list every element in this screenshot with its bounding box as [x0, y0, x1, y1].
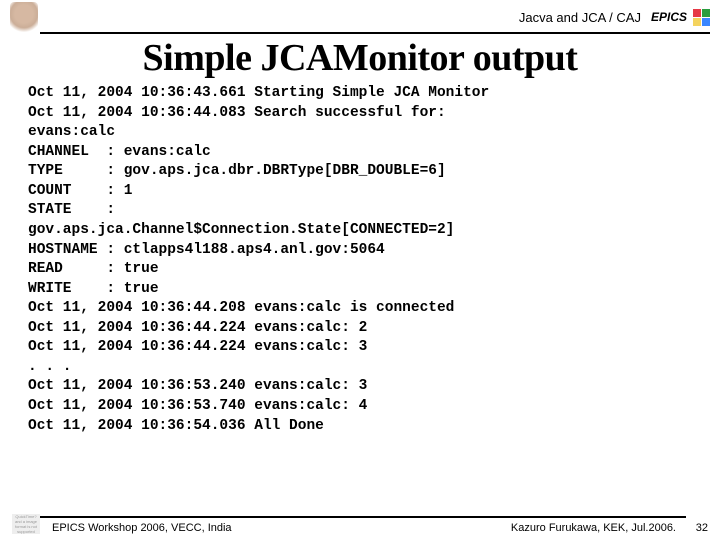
color-block — [693, 9, 701, 17]
footer-credit: Kazuro Furukawa, KEK, Jul.2006. — [511, 522, 684, 534]
color-block — [693, 18, 701, 26]
breadcrumb: Jacva and JCA / CAJ — [40, 10, 651, 25]
header-emblem — [10, 2, 40, 32]
header-rule — [40, 32, 710, 34]
code-output: Oct 11, 2004 10:36:43.661 Starting Simpl… — [0, 84, 720, 436]
color-block — [702, 9, 710, 17]
header-right: EPICS — [651, 9, 710, 26]
slide-footer: QuickTime? and a image format is not sup… — [0, 514, 720, 534]
footer-page-number: 32 — [684, 522, 708, 534]
epics-label: EPICS — [651, 10, 687, 24]
color-blocks-icon — [693, 9, 710, 26]
color-block — [702, 18, 710, 26]
footer-venue: EPICS Workshop 2006, VECC, India — [52, 522, 511, 534]
emblem-icon — [10, 2, 38, 32]
page-title: Simple JCAMonitor output — [0, 36, 720, 80]
placeholder-image-icon: QuickTime? and a image format is not sup… — [12, 514, 40, 534]
slide-header: Jacva and JCA / CAJ EPICS — [0, 0, 720, 32]
